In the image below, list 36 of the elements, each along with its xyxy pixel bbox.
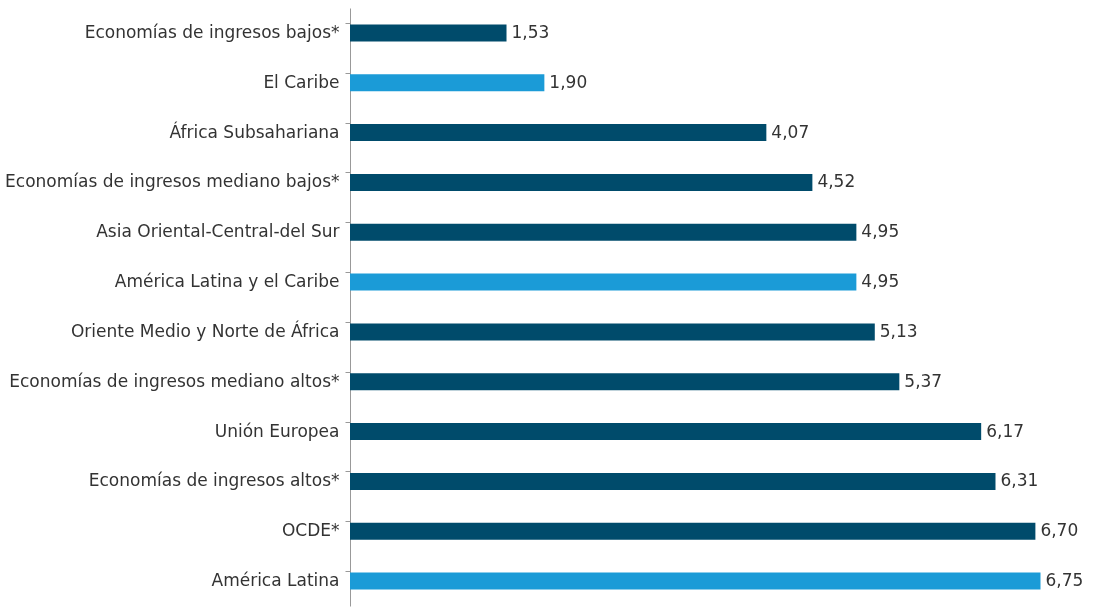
bar	[350, 572, 1041, 590]
data-label: 4,95	[861, 271, 900, 292]
bar	[350, 24, 507, 42]
data-label: 1,53	[511, 21, 550, 42]
data-label: 6,75	[1045, 570, 1084, 591]
data-label: 4,52	[817, 171, 856, 192]
y-tick-label: Economías de ingresos mediano altos*	[9, 370, 340, 391]
data-label: 4,95	[861, 221, 900, 242]
bar	[350, 472, 996, 490]
y-tick-label: Economías de ingresos mediano bajos*	[5, 171, 340, 192]
bar	[350, 173, 813, 191]
y-tick-label: El Caribe	[263, 71, 340, 92]
y-tick-label: Economías de ingresos bajos*	[84, 21, 340, 42]
y-tick-label: Economías de ingresos altos*	[88, 470, 340, 491]
bar	[350, 423, 982, 441]
y-tick-label: América Latina y el Caribe	[114, 271, 340, 292]
bar	[350, 124, 767, 142]
data-label: 6,31	[1000, 470, 1039, 491]
y-tick-label: África Subsahariana	[169, 120, 340, 142]
y-tick-label: Unión Europea	[214, 420, 340, 441]
y-tick-label: América Latina	[211, 570, 340, 591]
data-label: 1,90	[549, 71, 588, 92]
data-label: 4,07	[771, 121, 810, 142]
y-tick-label: OCDE*	[281, 520, 340, 541]
bar	[350, 273, 857, 291]
bar	[350, 223, 857, 241]
bar	[350, 74, 545, 92]
bar	[350, 522, 1036, 540]
data-label: 6,17	[986, 420, 1025, 441]
data-label: 6,70	[1040, 520, 1079, 541]
data-label: 5,13	[879, 320, 918, 341]
bar	[350, 323, 875, 341]
y-tick-label: Oriente Medio y Norte de África	[70, 319, 340, 341]
data-label: 5,37	[904, 370, 943, 391]
bar	[350, 373, 900, 391]
y-tick-label: Asia Oriental-Central-del Sur	[96, 221, 340, 242]
